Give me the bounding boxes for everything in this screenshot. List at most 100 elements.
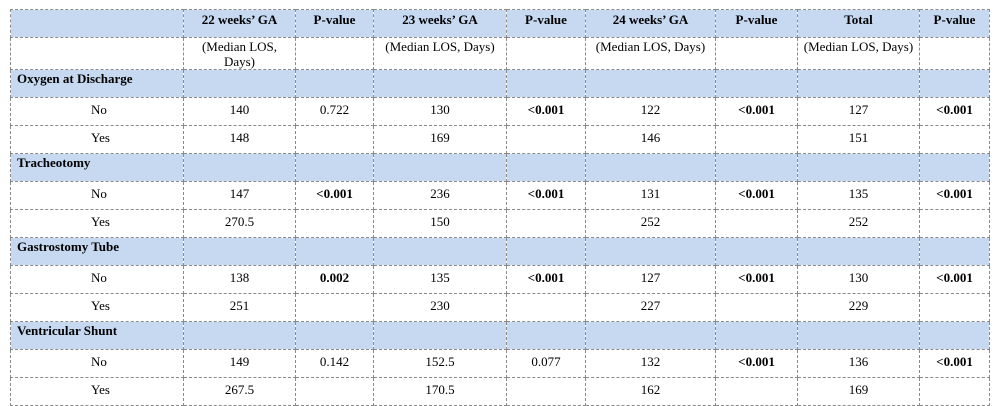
table-row: No 147 <0.001 236 <0.001 131 <0.001 135 <0.001 [10, 181, 990, 210]
median-los-cell: 135 [797, 181, 920, 210]
section-cell [183, 237, 296, 266]
median-los-cell: 127 [797, 97, 920, 126]
row-label: No [10, 265, 184, 294]
section-cell [797, 321, 920, 350]
header-cell: 23 weeks’ GA [373, 9, 507, 38]
p-value-cell: <0.001 [506, 97, 586, 126]
p-value-cell [715, 293, 798, 322]
p-value-cell [715, 209, 798, 238]
section-cell [506, 321, 586, 350]
p-value-cell [295, 377, 374, 406]
los-table: 22 weeks’ GA P-value 23 weeks’ GA P-valu… [10, 9, 990, 406]
header-cell [10, 9, 184, 38]
section-cell [295, 153, 374, 182]
section-cell [797, 237, 920, 266]
section-cell [295, 237, 374, 266]
header-cell: P-value [919, 9, 990, 38]
median-los-cell: 229 [797, 293, 920, 322]
subheader-cell: (Median LOS, Days) [585, 37, 716, 70]
median-los-cell: 152.5 [373, 349, 507, 378]
table-row: Yes 251 230 227 229 [10, 293, 990, 322]
header-cell: Total [797, 9, 920, 38]
p-value-cell: 0.002 [295, 265, 374, 294]
p-value-cell: 0.077 [506, 349, 586, 378]
subheader-cell [506, 37, 586, 70]
section-cell [373, 153, 507, 182]
row-label: No [10, 97, 184, 126]
header-cell: 24 weeks’ GA [585, 9, 716, 38]
median-los-cell: 131 [585, 181, 716, 210]
section-row: Gastrostomy Tube [10, 237, 990, 266]
p-value-cell [919, 125, 990, 154]
section-cell [295, 69, 374, 98]
table-row: Yes 148 169 146 151 [10, 125, 990, 154]
section-title: Gastrostomy Tube [10, 237, 184, 266]
p-value-cell [506, 209, 586, 238]
p-value-cell: 0.142 [295, 349, 374, 378]
row-label: Yes [10, 293, 184, 322]
median-los-cell: 146 [585, 125, 716, 154]
p-value-cell [295, 293, 374, 322]
p-value-cell [715, 377, 798, 406]
row-label: No [10, 181, 184, 210]
median-los-cell: 169 [373, 125, 507, 154]
subheader-cell: (Median LOS, Days) [373, 37, 507, 70]
section-cell [715, 321, 798, 350]
table-body: 22 weeks’ GA P-value 23 weeks’ GA P-valu… [10, 9, 990, 406]
p-value-cell [919, 293, 990, 322]
median-los-cell: 136 [797, 349, 920, 378]
p-value-cell: <0.001 [919, 97, 990, 126]
p-value-cell: <0.001 [919, 181, 990, 210]
p-value-cell [919, 209, 990, 238]
section-cell [506, 69, 586, 98]
section-title: Tracheotomy [10, 153, 184, 182]
median-los-cell: 140 [183, 97, 296, 126]
section-cell [715, 153, 798, 182]
table-row: Yes 267.5 170.5 162 169 [10, 377, 990, 406]
median-los-cell: 169 [797, 377, 920, 406]
section-cell [715, 69, 798, 98]
median-los-cell: 251 [183, 293, 296, 322]
section-title: Ventricular Shunt [10, 321, 184, 350]
median-los-cell: 162 [585, 377, 716, 406]
p-value-cell: <0.001 [506, 265, 586, 294]
median-los-cell: 170.5 [373, 377, 507, 406]
p-value-cell: <0.001 [506, 181, 586, 210]
subheader-cell [715, 37, 798, 70]
section-cell [506, 237, 586, 266]
header-cell: P-value [715, 9, 798, 38]
median-los-cell: 135 [373, 265, 507, 294]
header-cell: P-value [506, 9, 586, 38]
median-los-cell: 230 [373, 293, 507, 322]
subheader-row: (Median LOS, Days) (Median LOS, Days) (M… [10, 37, 990, 70]
section-cell [919, 69, 990, 98]
table-row: Yes 270.5 150 252 252 [10, 209, 990, 238]
table-row: No 149 0.142 152.5 0.077 132 <0.001 136 <0.001 [10, 349, 990, 378]
section-cell [585, 69, 716, 98]
p-value-cell [506, 125, 586, 154]
subheader-cell [10, 37, 184, 70]
section-cell [797, 153, 920, 182]
median-los-cell: 252 [797, 209, 920, 238]
header-cell: 22 weeks’ GA [183, 9, 296, 38]
p-value-cell: <0.001 [295, 181, 374, 210]
header-row: 22 weeks’ GA P-value 23 weeks’ GA P-valu… [10, 9, 990, 38]
subheader-cell [919, 37, 990, 70]
section-cell [919, 237, 990, 266]
median-los-cell: 151 [797, 125, 920, 154]
subheader-cell: (Median LOS, Days) [797, 37, 920, 70]
row-label: Yes [10, 125, 184, 154]
section-cell [295, 321, 374, 350]
p-value-cell: <0.001 [715, 349, 798, 378]
median-los-cell: 138 [183, 265, 296, 294]
median-los-cell: 270.5 [183, 209, 296, 238]
p-value-cell [715, 125, 798, 154]
section-cell [585, 321, 716, 350]
section-cell [183, 321, 296, 350]
section-cell [919, 153, 990, 182]
p-value-cell [919, 377, 990, 406]
median-los-cell: 127 [585, 265, 716, 294]
section-cell [373, 69, 507, 98]
p-value-cell: <0.001 [715, 265, 798, 294]
median-los-cell: 227 [585, 293, 716, 322]
